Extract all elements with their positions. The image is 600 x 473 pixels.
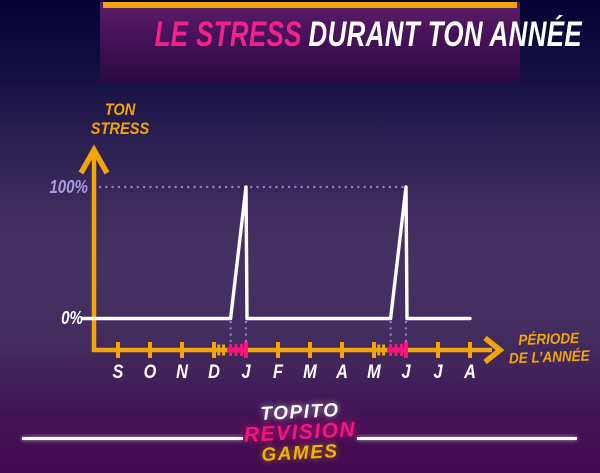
- month-label-0: S: [112, 362, 124, 383]
- stress-curve: [80, 185, 472, 321]
- footer-divider-right: [357, 437, 577, 440]
- page-title-rest: DURANT TON ANNÉE: [308, 15, 583, 54]
- month-label-9: J: [401, 362, 411, 383]
- month-label-11: A: [464, 362, 476, 383]
- y-axis-arrowhead-icon: [78, 144, 110, 175]
- month-label-6: M: [303, 362, 317, 383]
- page-title: LE STRESS DURANT TON ANNÉE: [154, 15, 582, 55]
- x-axis-title: PÉRIODE DE L’ANNÉE: [503, 329, 596, 368]
- footer-divider-left: [22, 437, 243, 440]
- header-accent-bar: [103, 2, 517, 8]
- page-title-accent: LE STRESS: [154, 15, 302, 54]
- month-label-3: D: [208, 362, 220, 383]
- x-axis-title-line2: DE L’ANNÉE: [508, 347, 590, 368]
- month-label-7: A: [336, 362, 348, 383]
- y-axis-title: TON STRESS: [82, 100, 158, 138]
- x-axis-arrowhead-icon: [483, 335, 505, 365]
- month-label-1: O: [143, 362, 157, 383]
- month-label-2: N: [176, 362, 188, 383]
- month-label-10: J: [433, 362, 443, 383]
- month-label-4: J: [241, 362, 251, 383]
- month-label-8: M: [367, 362, 381, 383]
- y-axis-title-line1: TON: [104, 100, 136, 119]
- month-label-5: F: [273, 362, 283, 383]
- header-band: LE STRESS DURANT TON ANNÉE: [100, 2, 582, 82]
- y-axis-title-line2: STRESS: [90, 119, 150, 139]
- y-tick-100: 100%: [49, 177, 88, 197]
- y-tick-0: 0%: [61, 308, 83, 328]
